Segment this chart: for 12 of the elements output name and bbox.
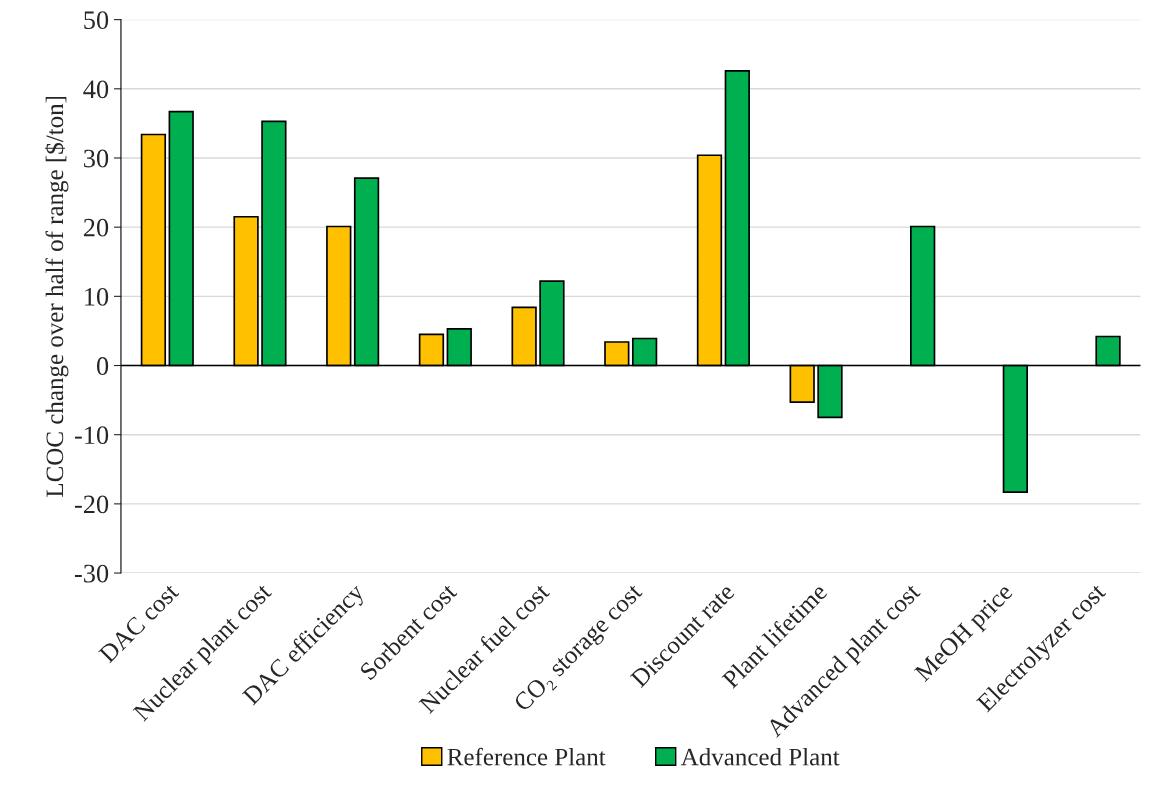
- y-axis-title: LCOC change over half of range [$/ton]: [44, 96, 69, 497]
- y-tick-label: -30: [74, 564, 109, 583]
- y-tick-label: 10: [85, 287, 109, 306]
- y-tick-label: 40: [83, 80, 109, 99]
- legend-label: Reference Plant: [447, 747, 606, 766]
- y-tick-label: -10: [74, 426, 109, 445]
- y-tick-label: 20: [83, 218, 109, 237]
- legend-label: Advanced Plant: [680, 747, 840, 766]
- y-tick-label: -20: [74, 495, 109, 514]
- y-tick-label: 30: [84, 149, 109, 168]
- y-tick-label: 0: [96, 357, 109, 375]
- y-tick-label: 50: [84, 11, 109, 30]
